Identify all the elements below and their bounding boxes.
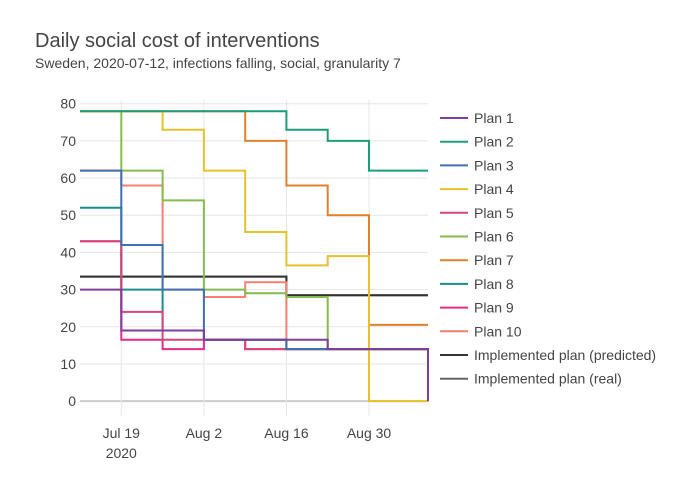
- legend-label[interactable]: Plan 3: [474, 157, 514, 173]
- series-line-plan-8: [80, 206, 429, 402]
- legend-label[interactable]: Plan 4: [474, 181, 514, 197]
- legend-label[interactable]: Plan 8: [474, 276, 514, 292]
- chart-subtitle: Sweden, 2020-07-12, infections falling, …: [35, 55, 401, 71]
- series-line-plan-11: [80, 275, 428, 297]
- legend-label[interactable]: Plan 5: [474, 205, 514, 221]
- series-line-plan-6: [80, 110, 429, 402]
- series-line-plan-9: [80, 240, 429, 402]
- legend-label[interactable]: Plan 6: [474, 229, 514, 245]
- chart-title: Daily social cost of interventions: [35, 30, 320, 52]
- x-tick-year-label: 2020: [106, 445, 137, 461]
- legend-label[interactable]: Plan 2: [474, 134, 514, 150]
- y-tick-label: 40: [60, 244, 76, 260]
- x-tick-label: Aug 16: [264, 425, 309, 441]
- x-tick-label: Aug 30: [347, 425, 392, 441]
- legend-label[interactable]: Implemented plan (real): [474, 371, 622, 387]
- y-tick-label: 10: [60, 356, 76, 372]
- y-tick-label: 30: [60, 282, 76, 298]
- series-line-plan-1: [80, 288, 429, 402]
- series-line-plan-4: [80, 110, 428, 403]
- legend-label[interactable]: Plan 9: [474, 300, 514, 316]
- y-tick-label: 70: [60, 133, 76, 149]
- y-tick-label: 50: [60, 207, 76, 223]
- y-tick-label: 20: [60, 319, 76, 335]
- legend-label[interactable]: Plan 10: [474, 323, 522, 339]
- y-tick-label: 60: [60, 170, 76, 186]
- series-line-plan-10: [80, 169, 429, 402]
- y-tick-label: 0: [68, 393, 76, 409]
- legend-label[interactable]: Implemented plan (predicted): [474, 347, 656, 363]
- x-tick-label: Jul 19: [103, 425, 141, 441]
- series-line-plan-2: [80, 110, 428, 172]
- series-line-plan-5: [80, 240, 429, 402]
- y-tick-label: 80: [60, 96, 76, 112]
- legend-label[interactable]: Plan 7: [474, 252, 514, 268]
- series-line-plan-3: [80, 169, 429, 402]
- x-tick-label: Aug 2: [186, 425, 223, 441]
- legend-label[interactable]: Plan 1: [474, 110, 514, 126]
